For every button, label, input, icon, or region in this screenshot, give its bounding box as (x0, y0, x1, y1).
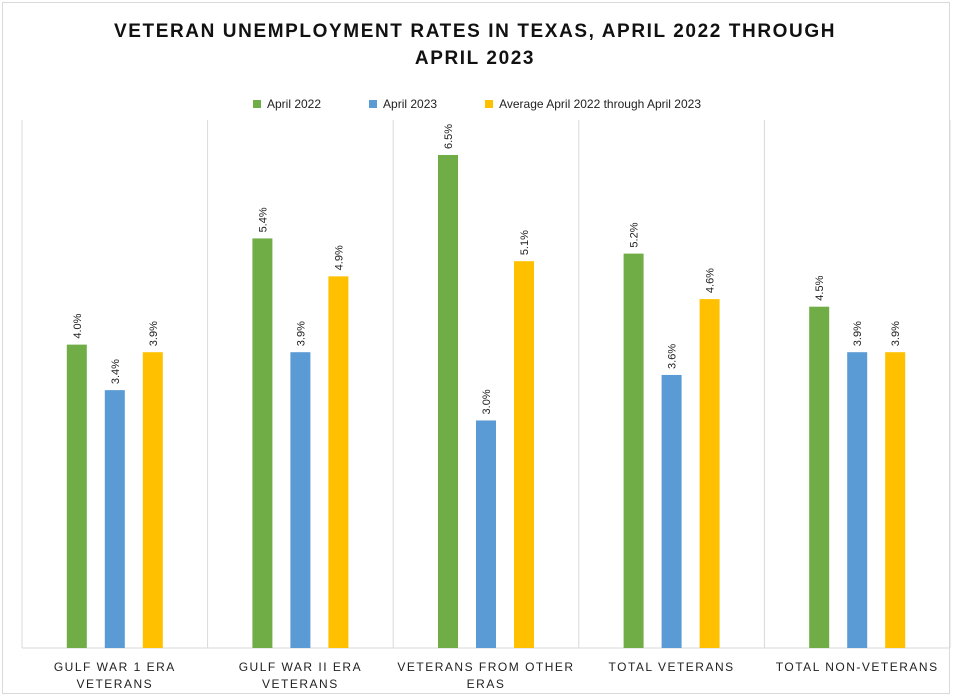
category-label: GULF WAR 1 ERA (54, 660, 176, 674)
chart-title: VETERAN UNEMPLOYMENT RATES IN TEXAS, APR… (113, 21, 837, 69)
legend-swatch-april-2022 (252, 100, 261, 108)
data-label: 3.9% (890, 321, 902, 346)
data-label: 3.0% (481, 389, 493, 414)
legend-item-april-2023: April 2023 (369, 96, 437, 112)
data-label: 5.4% (257, 207, 269, 232)
bar-2-2 (290, 352, 311, 648)
bar-2-5 (847, 352, 868, 648)
data-label: 4.9% (333, 245, 345, 270)
legend-swatch-april-2023 (369, 100, 378, 108)
category-label: TOTAL NON-VETERANS (776, 660, 939, 674)
legend-item-april-2022: April 2022 (252, 96, 322, 112)
bar-3-1 (142, 352, 163, 648)
category-label: VETERANS (76, 677, 153, 691)
category-label: VETERANS FROM OTHER (397, 660, 574, 674)
bar-1-3 (438, 155, 458, 648)
legend-label-average: Average April 2022 through April 2023 (499, 97, 702, 111)
bar-3-4 (699, 299, 720, 648)
legend-label-april-2023: April 2023 (383, 97, 438, 111)
category-label: ERAS (467, 677, 506, 691)
category-label: TOTAL VETERANS (609, 660, 735, 674)
bar-2-3 (476, 420, 496, 648)
data-label: 3.6% (667, 344, 679, 369)
category-label: GULF WAR II ERA (239, 660, 362, 674)
data-label: 3.9% (852, 321, 864, 346)
data-label: 3.9% (148, 321, 160, 346)
legend: April 2022 April 2023 Average April 2022… (0, 96, 954, 112)
data-label: 3.4% (110, 359, 122, 384)
bar-2-4 (661, 374, 682, 648)
bar-1-2 (252, 238, 273, 648)
data-label: 4.5% (814, 275, 826, 300)
bar-3-3 (514, 261, 534, 648)
data-label: 4.0% (72, 313, 84, 338)
legend-item-average: Average April 2022 through April 2023 (485, 96, 701, 112)
legend-label-april-2022: April 2022 (266, 97, 322, 111)
bar-1-5 (809, 306, 830, 648)
data-label: 4.6% (705, 268, 717, 293)
bar-3-2 (328, 276, 349, 648)
data-label: 6.5% (443, 124, 455, 149)
bar-1-1 (66, 344, 87, 648)
bar-2-1 (104, 390, 125, 648)
data-label: 5.2% (629, 222, 641, 247)
data-label: 5.1% (519, 230, 531, 255)
category-label: VETERANS (262, 677, 339, 691)
legend-swatch-average (485, 100, 494, 108)
bar-3-5 (885, 352, 906, 648)
data-label: 3.9% (295, 321, 307, 346)
bar-1-4 (623, 253, 644, 648)
